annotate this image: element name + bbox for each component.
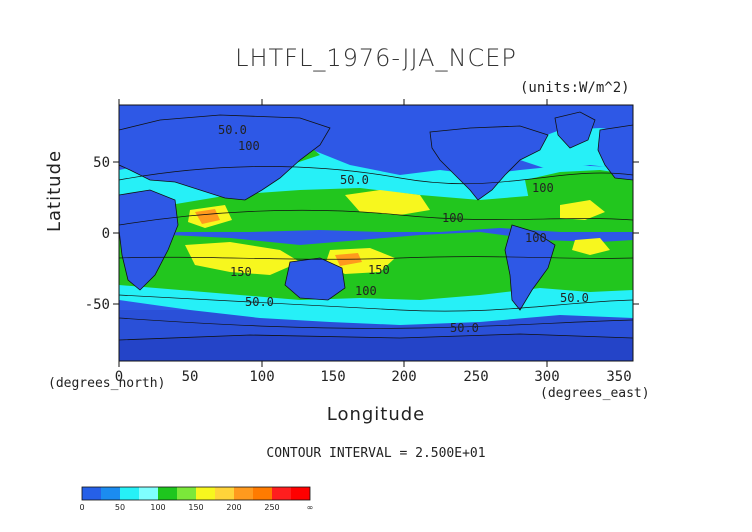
contour-label: 100: [355, 284, 377, 298]
orange-arabian: [195, 209, 220, 224]
colorbar-cell: [177, 487, 196, 500]
contour-label: 150: [368, 263, 390, 277]
colorbar-tick-label: 150: [188, 503, 203, 512]
contour-label: 100: [442, 211, 464, 225]
contour-interval-label: CONTOUR INTERVAL = 2.500E+01: [266, 446, 486, 461]
orange-coral-sea: [335, 253, 362, 266]
contour-label: 150: [230, 265, 252, 279]
x-axis-label: Longitude: [326, 404, 426, 425]
yellow-north-atlantic: [560, 200, 605, 220]
contour-label: 50.0: [218, 123, 247, 137]
colorbar-cell: [139, 487, 158, 500]
x-tick-label: 200: [391, 369, 416, 385]
x-tick-label: 150: [320, 369, 345, 385]
y-tick-label: 50: [93, 155, 110, 171]
x-tick-label: 250: [463, 369, 488, 385]
colorbar-cell: [82, 487, 101, 500]
contour-label: 100: [532, 181, 554, 195]
colorbar-tick-label: 50: [115, 503, 125, 512]
landmass-south-america: [504, 224, 556, 311]
landmass-eurasia: [119, 114, 331, 201]
colorbar-tick-label: 250: [264, 503, 279, 512]
x-tick-labels: 0 50 100 150 200 250 300 350: [115, 369, 632, 385]
landmass-australia: [284, 257, 346, 301]
y-tick-labels: 50 0 -50: [85, 155, 110, 313]
contour-label-group: 50.0 100 100 50.0 100 100 150 150 100 50…: [218, 123, 589, 335]
x-axis-note-left: (degrees_north): [48, 376, 166, 391]
contour-label: 50.0: [450, 321, 479, 335]
landmass-antarctica: [119, 333, 633, 361]
colorbar-cell: [234, 487, 253, 500]
colorbar-cell: [215, 487, 234, 500]
colorbar-tick-label: 0: [79, 503, 84, 512]
landmass-africa: [119, 189, 179, 291]
x-tick-label: 100: [249, 369, 274, 385]
contour-lines: [119, 166, 633, 329]
x-tick-label: 350: [606, 369, 631, 385]
x-tick-marks: [118, 99, 548, 367]
colorbar-cell: [291, 487, 310, 500]
colorbar-tick-label: 100: [150, 503, 165, 512]
colorbar-frame: [81, 486, 311, 501]
colorbar-tick-label: ∞: [307, 503, 314, 512]
x-tick-label: 0: [115, 369, 123, 385]
y-tick-label: -50: [85, 297, 110, 313]
contour-label: 100: [525, 231, 547, 245]
x-tick-label: 50: [182, 369, 199, 385]
yellow-south-atlantic: [572, 238, 610, 255]
landmass-greenland: [554, 111, 596, 149]
contour-label: 50.0: [560, 291, 589, 305]
contour-label: 100: [238, 139, 260, 153]
colorbar-cell: [196, 487, 215, 500]
colorbar-cell: [120, 487, 139, 500]
colorbar-tick-labels: 0 50 100 150 200 250 ∞: [79, 503, 313, 512]
colorbar-cell: [253, 487, 272, 500]
colorbar-cell: [101, 487, 120, 500]
landmass-europe: [597, 124, 633, 181]
colorbar-cell: [272, 487, 291, 500]
heat-flux-field: 50.0 100 100 50.0 100 100 150 150 100 50…: [119, 105, 633, 361]
colorbar-tick-label: 200: [226, 503, 241, 512]
x-axis-note-right: (degrees_east): [540, 386, 650, 401]
colorbar: [81, 486, 311, 501]
units-label: (units:W/m^2): [520, 80, 630, 96]
yellow-north-pacific: [345, 190, 430, 215]
x-tick-label: 300: [534, 369, 559, 385]
contour-label: 50.0: [245, 295, 274, 309]
contour-label: 50.0: [340, 173, 369, 187]
colorbar-cell: [158, 487, 177, 500]
green-north-atlantic: [525, 170, 633, 210]
y-tick-marks: [113, 161, 639, 305]
y-tick-label: 0: [102, 226, 110, 242]
chart-title: LHTFL_1976-JJA_NCEP: [235, 44, 517, 72]
